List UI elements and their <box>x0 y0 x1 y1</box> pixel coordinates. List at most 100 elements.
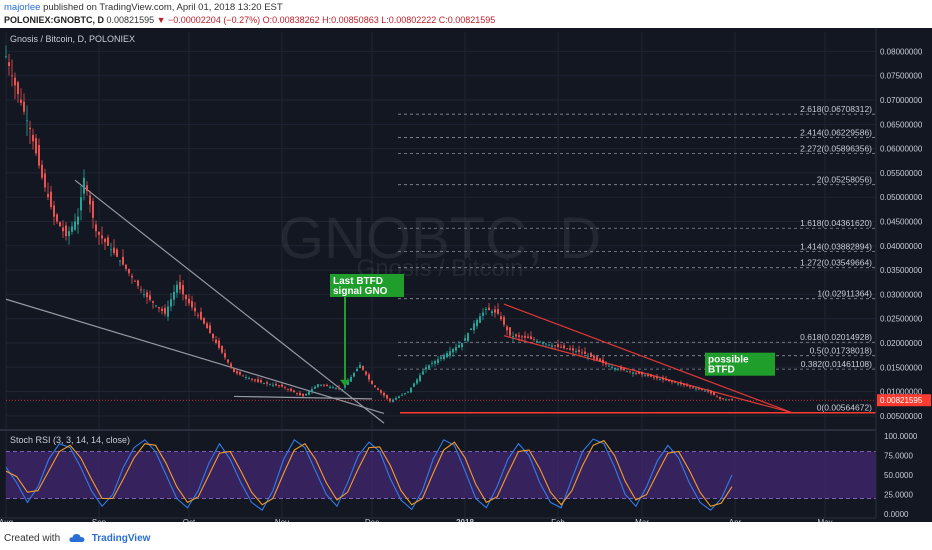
rsi-tick-label: 50.0000 <box>884 471 913 480</box>
candle-body <box>713 392 715 396</box>
candle-body <box>623 368 625 371</box>
candle-body <box>224 353 226 358</box>
candle-body <box>584 351 586 355</box>
candle-body <box>521 336 523 338</box>
candle-body <box>149 295 151 300</box>
candle-body <box>74 221 76 230</box>
candle-body <box>302 394 304 397</box>
candle-body <box>272 384 274 386</box>
candle-body <box>473 323 475 331</box>
candle-body <box>527 336 529 339</box>
annotation-box <box>705 352 775 376</box>
time-tick-label: 2018 <box>456 518 474 522</box>
candle-body <box>419 375 421 382</box>
candle-body <box>485 308 487 310</box>
main-overlays: 2.618(0.06708312) 2.414(0.06229586) 2.272(… <box>5 104 876 424</box>
candle-body <box>614 367 616 370</box>
candle-body <box>569 348 571 350</box>
candle-body <box>365 371 367 375</box>
candle-body <box>44 173 46 188</box>
candle-body <box>110 249 112 251</box>
candle-body <box>41 164 43 178</box>
candle-body <box>536 340 538 343</box>
candle-body <box>578 349 580 352</box>
candle-body <box>314 386 316 389</box>
candle-body <box>215 339 217 343</box>
candle-body <box>335 387 337 389</box>
candle-body <box>602 359 604 363</box>
time-tick-label: Mar <box>635 518 649 522</box>
fib-level-label: 0.5(0.01738018) <box>810 346 873 356</box>
fib-level-label: 0.382(0.01461108) <box>801 359 872 369</box>
candle-body <box>641 371 643 375</box>
candle-body <box>431 363 433 365</box>
candle-body <box>203 318 205 324</box>
time-tick-label: Aug <box>0 518 13 522</box>
candle-body <box>65 225 67 237</box>
fib-level-label: 0.618(0.02014928) <box>800 332 872 342</box>
candle-body <box>587 355 589 357</box>
candle-body <box>170 299 172 307</box>
rsi-tick-label: 0.0000 <box>884 510 909 519</box>
candle-body <box>173 291 175 300</box>
candle-body <box>248 378 250 379</box>
candle-body <box>77 216 79 225</box>
candle-body <box>461 342 463 348</box>
fib-level-label: 1.272(0.03549664) <box>800 258 872 268</box>
candle-body <box>182 285 184 295</box>
candle-body <box>143 294 145 296</box>
candle-body <box>671 380 673 382</box>
candle-body <box>434 361 436 364</box>
candle-body <box>308 391 310 395</box>
candle-body <box>548 344 550 346</box>
candle-body <box>104 238 106 243</box>
candle-body <box>332 387 334 389</box>
candle-body <box>92 201 94 218</box>
candle-body <box>551 345 553 347</box>
price-axis-bg <box>876 28 932 522</box>
candle-body <box>371 380 373 385</box>
price-tick-label: 0.07500000 <box>880 72 923 81</box>
candle-body <box>116 249 118 257</box>
candle-body <box>251 378 253 380</box>
candle-body <box>287 389 289 391</box>
author-link[interactable]: majorlee <box>4 2 41 13</box>
candle-body <box>221 345 223 353</box>
candle-body <box>71 226 73 232</box>
rsi-panel: Stoch RSI (3, 3, 14, 14, close) <box>0 429 880 512</box>
candle-body <box>266 382 268 384</box>
candle-body <box>23 101 25 112</box>
candle-body <box>533 339 535 341</box>
candle-body <box>140 289 142 291</box>
candle-body <box>146 292 148 298</box>
price-change: ▼ −0.00002204 (−0.27%) <box>156 15 261 25</box>
candle-body <box>98 231 100 235</box>
watermark: GNOBTC, D <box>279 206 601 271</box>
tradingview-brand[interactable]: TradingView <box>91 533 151 544</box>
candle-body <box>200 311 202 320</box>
candle-body <box>338 387 340 389</box>
candle-body <box>113 247 115 254</box>
candle-body <box>701 388 703 390</box>
candle-body <box>611 367 613 369</box>
candle-body <box>212 333 214 339</box>
last-price-tag-label: 0.00821595 <box>880 396 923 405</box>
candle-body <box>38 145 40 166</box>
candle-body <box>26 120 28 122</box>
candle-body <box>125 264 127 269</box>
candle-body <box>710 390 712 394</box>
candle-body <box>107 237 109 246</box>
candle-body <box>347 381 349 385</box>
candle-body <box>635 372 637 374</box>
candle-body <box>410 387 412 393</box>
rsi-title: Stoch RSI (3, 3, 14, 14, close) <box>10 435 130 445</box>
fib-level-label: 1.618(0.04361620) <box>800 218 872 228</box>
candle-body <box>353 372 355 377</box>
candle-body <box>650 374 652 377</box>
candle-body <box>377 388 379 390</box>
last-price: 0.00821595 <box>106 15 155 25</box>
candle-body <box>464 338 466 341</box>
candle-body <box>629 371 631 373</box>
